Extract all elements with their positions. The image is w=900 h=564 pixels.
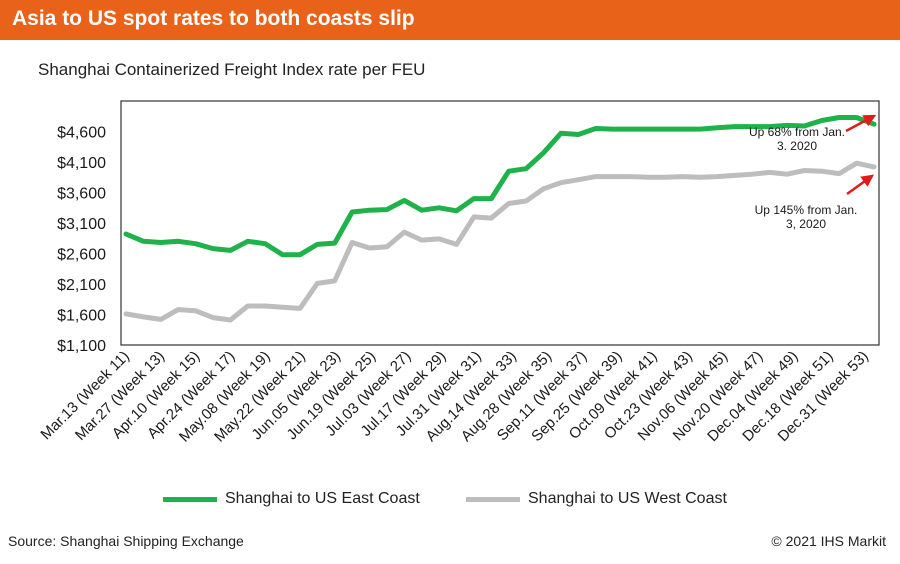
y-tick-label: $2,100 [57, 277, 106, 294]
y-tick-label: $3,100 [57, 216, 106, 233]
x-axis: Mar.13 (Week 11)Mar.27 (Week 13)Apr.10 (… [37, 348, 871, 446]
annotations: Up 68% from Jan.3. 2020 Up 145% from Jan.… [749, 114, 877, 231]
copyright-note: © 2021 IHS Markit [771, 533, 886, 549]
series-lines [123, 115, 877, 323]
source-note: Source: Shanghai Shipping Exchange [8, 533, 244, 549]
chart-subtitle: Shanghai Containerized Freight Index rat… [38, 60, 426, 79]
annotation-arrow-icon [846, 174, 875, 196]
y-tick-label: $3,600 [57, 186, 106, 203]
legend-item-west-coast: Shanghai to US West Coast [466, 490, 727, 508]
annotation-text: Up 145% from Jan. [755, 203, 858, 217]
series-line-west-coast [123, 160, 877, 323]
chart-headline: Asia to US spot rates to both coasts sli… [12, 7, 415, 30]
y-tick-label: $1,100 [57, 338, 106, 355]
legend-item-east-coast: Shanghai to US East Coast [163, 490, 420, 508]
legend-swatch-east [163, 496, 217, 502]
y-tick-label: $1,600 [57, 308, 106, 325]
title-banner [0, 0, 900, 40]
annotation-arrow-icon [845, 114, 877, 133]
y-tick-label: $4,100 [57, 155, 106, 172]
legend-label-west: Shanghai to US West Coast [528, 490, 727, 507]
plot-area-frame [120, 100, 880, 346]
legend-swatch-west [466, 496, 520, 502]
y-tick-label: $4,600 [57, 125, 106, 142]
y-tick-label: $2,600 [57, 247, 106, 264]
series-line-east-coast [123, 115, 877, 258]
y-axis: $4,600 $4,100 $3,600 $3,100 $2,600 $2,100 $1,6… [57, 125, 106, 356]
annotation-text: 3. 2020 [777, 139, 817, 153]
annotation-text: Up 68% from Jan. [749, 125, 845, 139]
legend-label-east: Shanghai to US East Coast [225, 490, 420, 507]
annotation-text: 3, 2020 [786, 217, 826, 231]
